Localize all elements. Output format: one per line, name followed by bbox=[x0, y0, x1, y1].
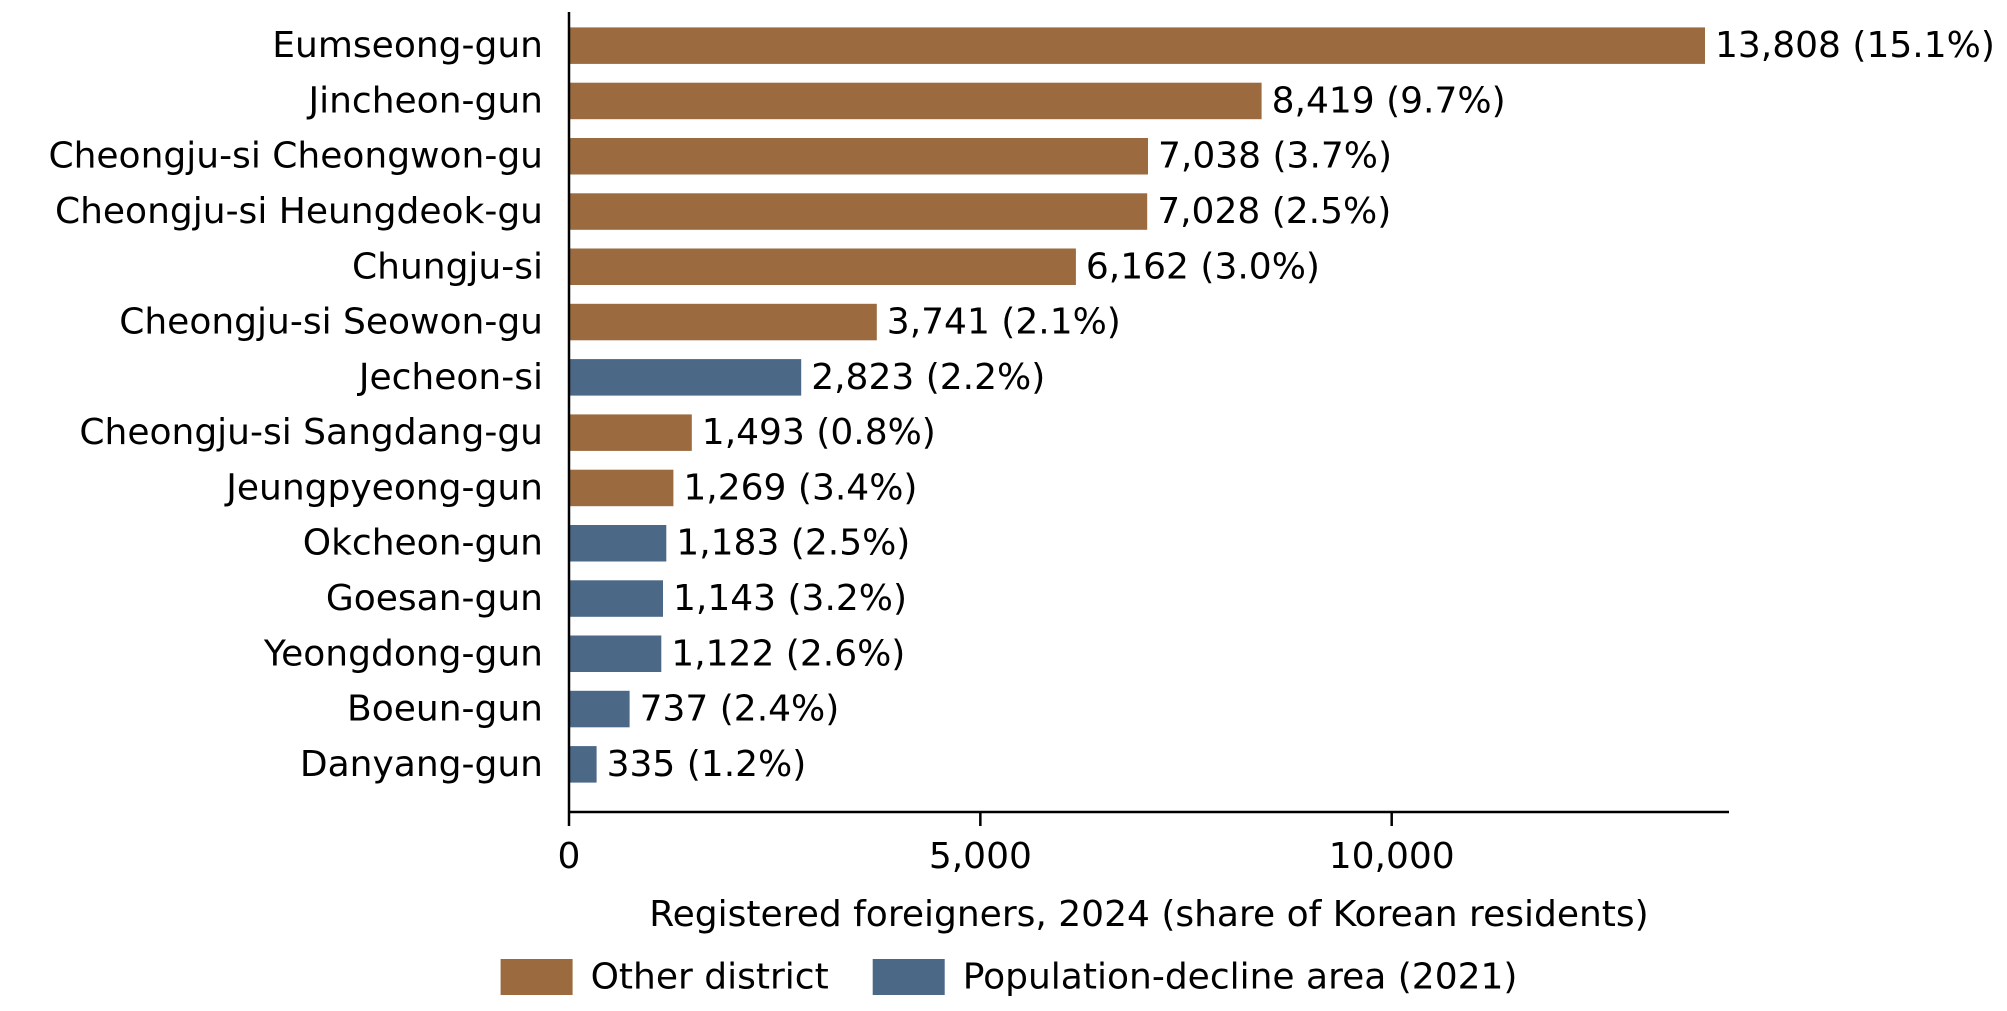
x-axis-ticks: 0 5,000 10,000 bbox=[558, 812, 1455, 877]
data-label: 335 (1.2%) bbox=[607, 744, 807, 785]
bar bbox=[569, 525, 667, 562]
x-tick-label: 0 bbox=[558, 836, 581, 877]
bar bbox=[569, 27, 1705, 64]
data-label: 6,162 (3.0%) bbox=[1086, 246, 1320, 287]
data-label: 3,741 (2.1%) bbox=[887, 302, 1121, 343]
data-label: 737 (2.4%) bbox=[640, 689, 840, 730]
category-label: Danyang-gun bbox=[300, 744, 543, 785]
bar bbox=[569, 690, 630, 728]
data-label: 13,808 (15.1%) bbox=[1715, 25, 1995, 66]
bar bbox=[569, 193, 1148, 230]
bar bbox=[569, 746, 597, 783]
category-label: Boeun-gun bbox=[347, 689, 543, 730]
bar bbox=[569, 469, 674, 507]
category-label: Cheongju-si Heungdeok-gu bbox=[55, 191, 543, 232]
category-label: Eumseong-gun bbox=[272, 25, 543, 66]
x-tick-label: 10,000 bbox=[1329, 836, 1455, 877]
category-label: Jecheon-si bbox=[357, 357, 543, 398]
data-labels: 13,808 (15.1%) 8,419 (9.7%) 7,038 (3.7%) 7,… bbox=[607, 25, 1995, 785]
data-label: 1,493 (0.8%) bbox=[702, 412, 936, 453]
category-label: Okcheon-gun bbox=[303, 523, 543, 564]
data-label: 7,028 (2.5%) bbox=[1157, 191, 1391, 232]
data-label: 1,183 (2.5%) bbox=[676, 523, 910, 564]
category-label: Jeungpyeong-gun bbox=[224, 467, 543, 508]
category-label: Chungju-si bbox=[352, 246, 543, 287]
legend-label: Population-decline area (2021) bbox=[963, 957, 1518, 998]
legend-label: Other district bbox=[591, 957, 829, 998]
category-label: Jincheon-gun bbox=[306, 80, 543, 121]
bar bbox=[569, 635, 662, 672]
category-label: Cheongju-si Cheongwon-gu bbox=[48, 136, 543, 177]
bar bbox=[569, 580, 663, 617]
bars bbox=[569, 27, 1705, 783]
category-label: Goesan-gun bbox=[326, 578, 543, 619]
bar bbox=[569, 138, 1148, 175]
x-axis-title: Registered foreigners, 2024 (share of Ko… bbox=[649, 894, 1648, 935]
data-label: 8,419 (9.7%) bbox=[1272, 80, 1506, 121]
data-label: 1,143 (3.2%) bbox=[673, 578, 907, 619]
bar bbox=[569, 303, 877, 341]
bar bbox=[569, 248, 1076, 285]
bar bbox=[569, 359, 802, 396]
category-label: Yeongdong-gun bbox=[263, 633, 543, 674]
data-label: 2,823 (2.2%) bbox=[811, 357, 1045, 398]
category-label: Cheongju-si Sangdang-gu bbox=[79, 412, 543, 453]
legend-swatch bbox=[500, 959, 573, 995]
category-label: Cheongju-si Seowon-gu bbox=[119, 302, 543, 343]
data-label: 7,038 (3.7%) bbox=[1158, 136, 1392, 177]
legend-swatch bbox=[872, 959, 945, 995]
bar bbox=[569, 414, 692, 451]
data-label: 1,269 (3.4%) bbox=[683, 467, 917, 508]
category-labels: Eumseong-gun Jincheon-gun Cheongju-si Cheo… bbox=[48, 25, 543, 785]
x-tick-label: 5,000 bbox=[929, 836, 1032, 877]
bar bbox=[569, 82, 1262, 120]
data-label: 1,122 (2.6%) bbox=[671, 633, 905, 674]
legend: Other district Population-decline area (2… bbox=[500, 957, 1518, 998]
